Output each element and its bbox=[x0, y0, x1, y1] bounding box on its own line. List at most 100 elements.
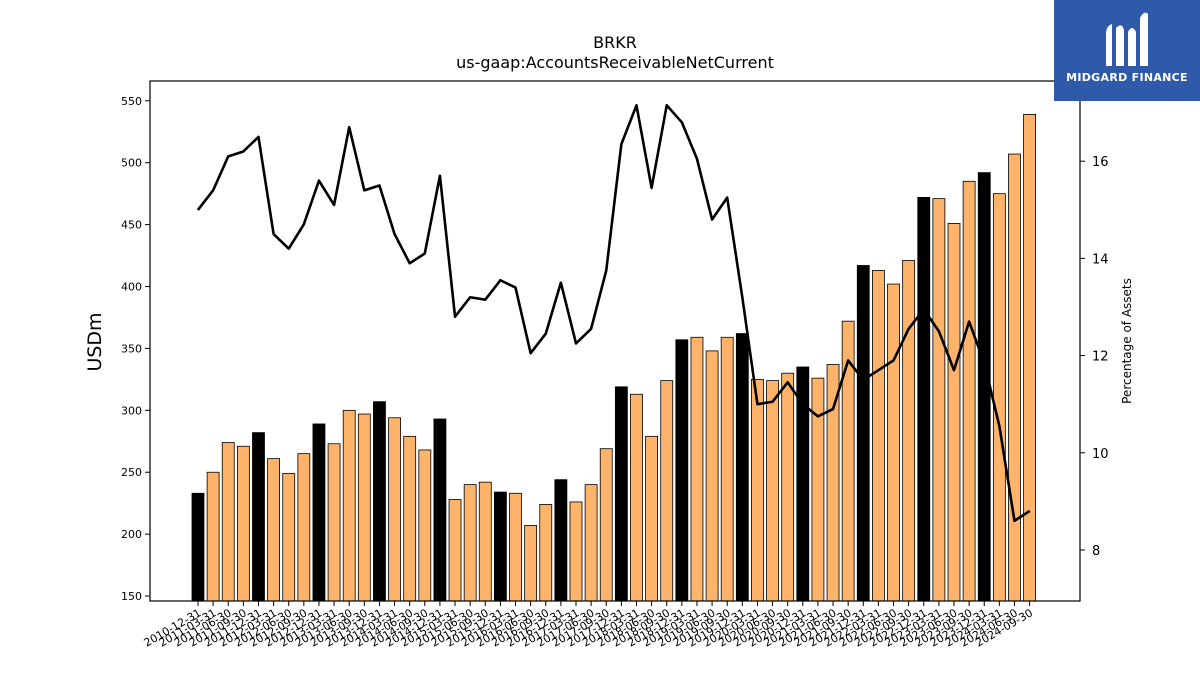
line-point bbox=[787, 381, 789, 383]
bar bbox=[1023, 114, 1036, 602]
y-tick-label: 250 bbox=[121, 466, 142, 479]
line-point bbox=[409, 262, 411, 264]
line-point bbox=[666, 104, 668, 106]
y-tick-label: 350 bbox=[121, 342, 142, 355]
line-point bbox=[726, 197, 728, 199]
bar bbox=[705, 350, 719, 602]
line-point bbox=[393, 233, 396, 235]
line-point bbox=[756, 403, 759, 405]
line-point bbox=[847, 359, 849, 362]
line-point bbox=[212, 189, 214, 191]
midgard-finance-logo: MIDGARD FINANCE bbox=[1054, 0, 1200, 101]
bar bbox=[856, 265, 870, 602]
line-point bbox=[892, 359, 895, 362]
line-point bbox=[514, 286, 517, 289]
line-point bbox=[1013, 520, 1016, 522]
bar bbox=[917, 196, 931, 602]
line-point bbox=[469, 296, 471, 298]
bar bbox=[524, 525, 538, 602]
bar bbox=[493, 491, 507, 602]
bar bbox=[478, 481, 492, 602]
line-point bbox=[348, 126, 350, 128]
y-axis-label: USDm bbox=[84, 312, 106, 371]
bar bbox=[584, 484, 598, 602]
line-point bbox=[484, 299, 486, 301]
y2-tick-label: 8 bbox=[1092, 544, 1100, 559]
bar bbox=[690, 336, 704, 602]
bar bbox=[191, 492, 205, 602]
line-point bbox=[998, 425, 1000, 427]
bar bbox=[932, 198, 946, 602]
bar bbox=[418, 449, 432, 602]
y-tick-label: 200 bbox=[121, 528, 142, 541]
bar bbox=[645, 435, 658, 602]
line-point bbox=[696, 158, 698, 160]
y-tick-label: 150 bbox=[121, 590, 142, 603]
bar bbox=[766, 380, 779, 602]
line-point bbox=[273, 233, 275, 235]
bar bbox=[433, 418, 447, 602]
line-point bbox=[575, 342, 577, 345]
bar bbox=[342, 409, 356, 602]
line-point bbox=[983, 362, 985, 364]
bar bbox=[312, 423, 326, 602]
y-tick-label: 400 bbox=[121, 281, 142, 294]
midgard-logo-icon bbox=[1106, 12, 1148, 67]
line-point bbox=[560, 282, 562, 284]
bar bbox=[947, 222, 961, 602]
y2-tick-label: 10 bbox=[1092, 447, 1109, 462]
line-point bbox=[968, 320, 970, 323]
line-point bbox=[227, 155, 229, 157]
bar bbox=[902, 260, 916, 602]
bar bbox=[403, 435, 417, 602]
line-point bbox=[711, 218, 713, 221]
line-point bbox=[635, 104, 638, 106]
plot-frame bbox=[149, 80, 1081, 602]
series-line bbox=[196, 104, 1031, 523]
bar bbox=[282, 473, 296, 602]
bar bbox=[267, 458, 281, 602]
line-point bbox=[832, 408, 834, 410]
line-point bbox=[318, 180, 320, 182]
line-point bbox=[681, 121, 683, 123]
bar bbox=[735, 333, 749, 602]
line-point bbox=[1029, 510, 1031, 512]
line-point bbox=[499, 279, 501, 281]
bar bbox=[297, 453, 311, 602]
bar bbox=[221, 442, 235, 602]
bar bbox=[614, 386, 628, 602]
y-tick-label: 450 bbox=[121, 219, 142, 232]
bar bbox=[962, 180, 976, 602]
bar bbox=[1008, 153, 1021, 602]
line-point bbox=[923, 308, 925, 311]
line-point bbox=[605, 269, 607, 272]
bar bbox=[599, 448, 613, 602]
line-point bbox=[454, 316, 456, 318]
line-point bbox=[257, 136, 260, 138]
bar bbox=[357, 413, 371, 602]
bar bbox=[887, 283, 900, 602]
line-point bbox=[545, 333, 547, 335]
line-point bbox=[288, 248, 290, 250]
line-point bbox=[620, 143, 622, 145]
line-point bbox=[817, 415, 819, 417]
bar bbox=[781, 372, 795, 602]
line-point bbox=[741, 296, 743, 298]
line-point bbox=[862, 379, 864, 381]
bar bbox=[872, 270, 885, 602]
bar bbox=[751, 378, 764, 602]
bar bbox=[448, 499, 462, 602]
y2-tick-label: 12 bbox=[1092, 350, 1109, 365]
line-point bbox=[590, 328, 592, 330]
line-point bbox=[242, 150, 244, 153]
bar bbox=[388, 417, 401, 602]
y-tick-label: 300 bbox=[121, 404, 142, 417]
y-tick-label: 500 bbox=[121, 157, 142, 170]
bar bbox=[327, 443, 341, 602]
bar bbox=[373, 401, 386, 602]
line-point bbox=[877, 369, 880, 371]
line-point bbox=[197, 209, 199, 211]
line-point bbox=[908, 328, 910, 330]
line-point bbox=[651, 187, 653, 189]
